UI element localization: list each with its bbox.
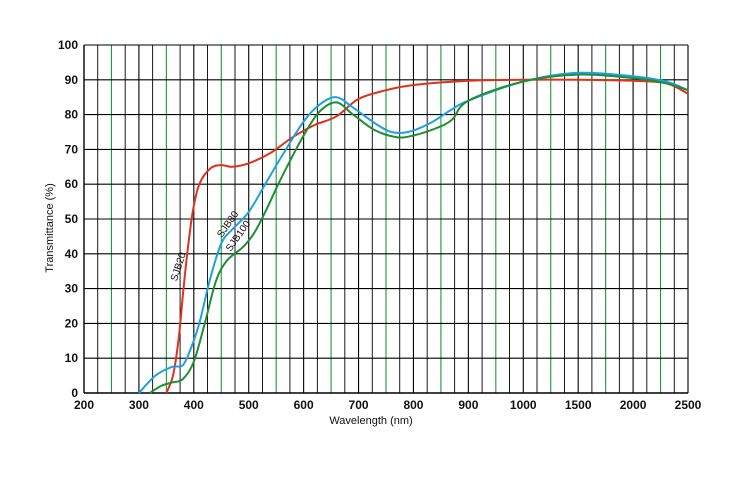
x-tick-labels: 200 300 400 500 600 700 800 900 1000 1500 2000 2500 (74, 398, 702, 412)
y-tick-label: 80 (65, 108, 79, 122)
y-tick-label: 0 (71, 386, 78, 400)
y-tick-label: 50 (65, 212, 79, 226)
y-tick-label: 40 (65, 247, 79, 261)
x-tick-label: 300 (129, 398, 149, 412)
y-tick-label: 20 (65, 316, 79, 330)
x-tick-label: 600 (294, 398, 314, 412)
x-tick-label: 1000 (510, 398, 537, 412)
y-axis-label: Transmittance (%) (44, 183, 56, 272)
x-tick-label: 900 (458, 398, 478, 412)
x-tick-label: 500 (239, 398, 259, 412)
x-tick-label: 800 (403, 398, 423, 412)
x-tick-label: 400 (184, 398, 204, 412)
y-tick-label: 70 (65, 142, 79, 156)
y-tick-label: 90 (65, 73, 79, 87)
x-axis-label: Wavelength (nm) (329, 415, 412, 427)
y-tick-label: 60 (65, 177, 79, 191)
x-tick-label: 2000 (620, 398, 647, 412)
y-tick-labels: 0 10 20 30 40 50 60 70 80 90 100 (58, 38, 78, 400)
y-tick-label: 30 (65, 282, 79, 296)
x-tick-label: 2500 (675, 398, 702, 412)
series-line-sjb100 (149, 73, 689, 394)
y-tick-label: 100 (58, 38, 78, 52)
x-tick-label: 200 (74, 398, 94, 412)
major-gridlines (83, 44, 689, 394)
y-tick-label: 10 (65, 351, 79, 365)
x-tick-label: 700 (349, 398, 369, 412)
x-tick-label: 1500 (565, 398, 592, 412)
series-lines (138, 71, 689, 394)
